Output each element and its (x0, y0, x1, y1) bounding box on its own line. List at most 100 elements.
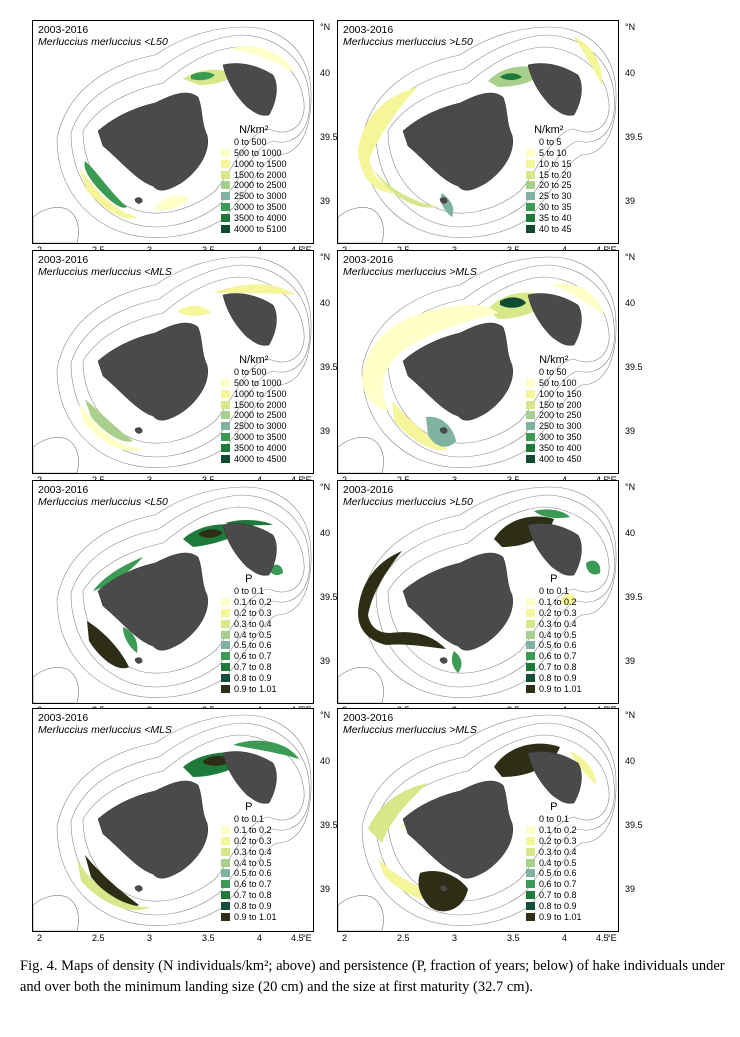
legend-item: 3000 to 3500 (221, 202, 287, 213)
lat-tick-label: 40 (625, 528, 636, 538)
legend-swatch (221, 826, 230, 835)
legend-title: N/km² (239, 353, 269, 366)
legend-label: 2500 to 3000 (234, 421, 287, 432)
legend-title: N/km² (534, 123, 564, 136)
legend-label: 0.3 to 0.4 (539, 618, 577, 629)
lat-tick-label: 39.5 (320, 132, 338, 142)
island-mallorca (97, 552, 209, 651)
lat-tick-label: 39 (625, 884, 636, 894)
legend-swatch (526, 378, 535, 387)
legend-swatch (221, 836, 230, 845)
legend-label: 0 to 50 (539, 367, 567, 378)
legend-item: 0.4 to 0.5 (221, 857, 277, 868)
legend-label: 0 to 0.1 (539, 586, 570, 597)
legend-label: 1500 to 2000 (234, 169, 287, 180)
legend-swatch (221, 159, 230, 168)
legend-swatch (221, 202, 230, 211)
isobath-contour-3 (56, 486, 312, 698)
legend-label: 0.7 to 0.8 (539, 889, 577, 900)
habitat-patch-6 (574, 37, 603, 85)
legend-title: P (245, 573, 253, 585)
legend-swatch (221, 378, 230, 387)
legend-item: 0.4 to 0.5 (221, 629, 277, 640)
figure-caption: Fig. 4. Maps of density (N individuals/k… (20, 958, 725, 995)
legend-item: 0 to 0.1 (526, 586, 582, 597)
coastline-fragment (33, 667, 79, 703)
legend-swatch (526, 202, 535, 211)
legend-item: 5 to 10 (526, 148, 572, 159)
legend-swatch (221, 432, 230, 441)
legend-item: 0.1 to 0.2 (526, 597, 582, 608)
legend-label: 0.3 to 0.4 (539, 846, 577, 857)
map-frame: 2003-2016 Merluccius merluccius >L50 N/km²… (337, 20, 619, 244)
lat-unit-label: °N (320, 22, 331, 32)
legend-swatch (526, 858, 535, 867)
legend-label: 0.9 to 1.01 (234, 683, 277, 694)
isobath-contour-1 (82, 506, 305, 674)
legend-label: 0.8 to 0.9 (234, 672, 272, 683)
legend-item: 0.8 to 0.9 (526, 900, 582, 911)
legend-swatch (526, 673, 535, 682)
legend-label: 0.5 to 0.6 (234, 640, 272, 651)
legend-title: N/km² (239, 123, 269, 136)
legend-title: P (550, 573, 558, 585)
legend-swatch (221, 641, 230, 650)
map-frame: 2003-2016 Merluccius merluccius >MLS N/km²… (337, 250, 619, 474)
habitat-patch-4 (451, 651, 462, 673)
legend-label: 20 to 25 (539, 180, 572, 191)
legend-item: 0.7 to 0.8 (526, 662, 582, 673)
legend-swatch (221, 880, 230, 889)
panel-species: Merluccius merluccius >L50 (343, 496, 473, 508)
legend-title: P (550, 801, 558, 813)
isobath-contour-3 (361, 486, 617, 698)
legend-item: 0.7 to 0.8 (221, 662, 277, 673)
legend-item: 0 to 0.1 (221, 814, 277, 825)
lon-tick-label: 3.5 (507, 933, 520, 943)
lon-tick-label: 4.5 (291, 933, 304, 943)
legend-item: 35 to 40 (526, 212, 572, 223)
legend-label: 2000 to 2500 (234, 180, 287, 191)
legend-item: 1000 to 1500 (221, 388, 287, 399)
legend-label: 0.4 to 0.5 (539, 857, 577, 868)
habitat-patch-4 (79, 403, 143, 452)
panel-species: Merluccius merluccius >MLS (343, 266, 477, 278)
legend-swatch (221, 901, 230, 910)
map-canvas (33, 256, 312, 473)
lat-tick-label: 39.5 (625, 820, 643, 830)
panel-period: 2003-2016 (38, 484, 89, 496)
map-canvas (338, 26, 617, 243)
legend-item: 2000 to 2500 (221, 180, 287, 191)
isobath-contour-2 (70, 494, 310, 688)
legend: N/km² 0 to 500 500 to 1000 1000 to 1500 1500… (221, 354, 287, 464)
legend-item: 0.2 to 0.3 (526, 836, 582, 847)
island-mallorca (97, 92, 209, 191)
lat-tick-label: 39.5 (625, 132, 643, 142)
isobath-contour-2 (70, 722, 310, 916)
legend-swatch (221, 847, 230, 856)
legend-item: 0 to 5 (526, 137, 572, 148)
legend-swatch (221, 148, 230, 157)
legend-label: 0.2 to 0.3 (234, 835, 272, 846)
legend-label: 0.9 to 1.01 (234, 911, 277, 922)
map-frame: 2003-2016 Merluccius merluccius <MLS N/km²… (32, 250, 314, 474)
island-menorca (222, 523, 277, 576)
legend-item: 3500 to 4000 (221, 212, 287, 223)
legend-title: N/km² (539, 353, 569, 366)
legend-item: 0.2 to 0.3 (221, 608, 277, 619)
lat-unit-label: °N (625, 482, 636, 492)
panel-period: 2003-2016 (343, 712, 394, 724)
island-menorca (527, 751, 582, 804)
habitat-patch-2 (534, 509, 570, 519)
legend-label: 0.7 to 0.8 (234, 889, 272, 900)
map-frame: 2003-2016 Merluccius merluccius <L50 N/km²… (32, 20, 314, 244)
isobath-contour-1 (82, 46, 305, 214)
legend-swatch (526, 368, 535, 377)
legend-label: 3500 to 4000 (234, 212, 287, 223)
lon-tick-label: 4 (257, 933, 263, 943)
legend-label: 3500 to 4000 (234, 442, 287, 453)
lon-tick-label: 3 (452, 933, 458, 943)
legend-item: 0.3 to 0.4 (526, 846, 582, 857)
island-menorca (527, 523, 582, 576)
